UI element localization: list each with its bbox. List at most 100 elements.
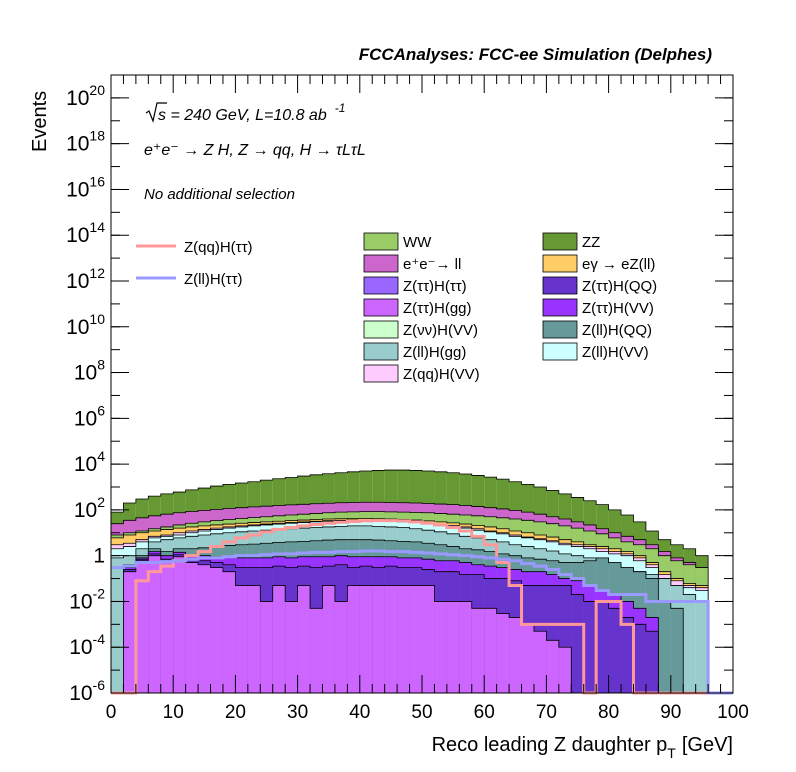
- stack-outline: [110, 518, 733, 694]
- fill-legend-swatch: [542, 232, 578, 251]
- x-tick-label: 10: [163, 702, 184, 723]
- fill-legend-label: Z(ll)H(QQ): [582, 322, 652, 339]
- selection-annotation: No additional selection: [144, 186, 295, 203]
- fill-legend-label: Z(ll)H(VV): [582, 344, 649, 361]
- stack-bin: [446, 601, 460, 693]
- x-tick-label: 0: [106, 702, 117, 723]
- fill-legend-label: Z(ττ)H(QQ): [582, 278, 657, 295]
- line-legend: Z(qq)H(ττ) Z(ll)H(ττ): [136, 239, 253, 288]
- fill-legend-label: Z(ττ)H(ττ): [403, 278, 467, 295]
- stack-bin: [347, 585, 360, 693]
- stack-bin: [596, 601, 609, 693]
- stack-z-h-gg-: [111, 555, 733, 694]
- stack-bin: [111, 557, 124, 693]
- stack-bin: [297, 585, 311, 693]
- x-axis-label-sub: T: [667, 745, 676, 761]
- stack-outline: [111, 553, 733, 694]
- y-tick-label: 104: [74, 448, 105, 476]
- stack-bin: [683, 594, 696, 693]
- stack-bin: [397, 585, 410, 693]
- stack-bin: [546, 640, 559, 693]
- stack-bin: [272, 585, 286, 693]
- x-axis-label-unit: [GeV]: [682, 734, 733, 756]
- stack-bin: [496, 613, 510, 693]
- stack-bin: [334, 601, 348, 693]
- fill-legend-swatch: [542, 298, 578, 317]
- stack-bin: [135, 560, 149, 693]
- x-tick-label: 40: [349, 702, 370, 723]
- stack-bin: [285, 601, 298, 693]
- axes: 0 10 20 30 40 50 60 70 80 90 10010-610-410-2110210…: [66, 74, 749, 723]
- stack-bin: [608, 608, 622, 693]
- fill-legend-label: e⁺e⁻→ ll: [403, 256, 461, 273]
- stack-bin: [521, 624, 534, 693]
- energy-annotation-text: s = 240 GeV, L=10.8 ab -1: [158, 101, 345, 124]
- stack-bin: [645, 631, 659, 693]
- stack-bin: [235, 585, 248, 693]
- line-legend-label: Z(qq)H(ττ): [184, 239, 253, 256]
- stack-bin: [558, 647, 572, 693]
- line-z-ll-h-: [111, 549, 733, 695]
- y-tick-label: 1016: [66, 173, 105, 201]
- stack-bin: [434, 601, 447, 693]
- x-tick-label: 80: [598, 702, 619, 723]
- stack-outline: [110, 501, 733, 694]
- stack-outline: [110, 469, 733, 694]
- fill-legend-label: eγ → eZ(ll): [582, 256, 655, 273]
- chart-title: FCCAnalyses: FCC-ee Simulation (Delphes): [359, 45, 713, 64]
- stack-bin: [148, 555, 161, 693]
- energy-annotation: s = 240 GeV, L=10.8 ab -1: [145, 101, 345, 124]
- x-axis-label: Reco leading Z daughter pT [GeV]: [432, 734, 733, 761]
- stack-bin: [247, 585, 261, 693]
- y-tick-label: 10-6: [69, 677, 105, 705]
- stack-bin: [123, 571, 136, 693]
- stack-bin: [210, 567, 223, 693]
- stack-bin: [310, 608, 323, 693]
- x-tick-label: 90: [660, 702, 681, 723]
- y-tick-label: 108: [74, 357, 105, 385]
- fill-legend-swatch: [542, 342, 578, 361]
- stack-bin: [459, 601, 472, 693]
- stack-bin: [372, 585, 385, 693]
- fill-legend-label: Z(qq)H(VV): [403, 366, 480, 383]
- fill-legend-label: Z(νν)H(VV): [403, 322, 478, 339]
- stack-bin: [185, 562, 199, 693]
- stack-bin: [160, 562, 174, 693]
- fill-legend-swatch: [363, 342, 399, 361]
- x-axis-label-main: Reco leading Z daughter p: [432, 734, 668, 756]
- stack-bin: [633, 624, 646, 693]
- y-tick-label: 10-4: [69, 631, 105, 659]
- stack-bin: [621, 617, 634, 693]
- stack-bin: [384, 585, 398, 693]
- stack-bin: [471, 608, 485, 693]
- stack-outline: [110, 511, 733, 694]
- stack-bin: [422, 585, 435, 693]
- fill-legend-swatch: [542, 276, 578, 295]
- stack-bin: [173, 556, 186, 693]
- fill-legend-swatch: [363, 254, 399, 273]
- stack-bin: [409, 585, 422, 693]
- stack-bin: [198, 564, 211, 693]
- x-tick-label: 20: [225, 702, 246, 723]
- x-tick-label: 30: [287, 702, 308, 723]
- stack-bin: [222, 571, 236, 693]
- y-tick-label: 10-2: [69, 585, 105, 613]
- fill-legend: WW ZZ e⁺e⁻→ ll eγ → eZ(ll) Z(ττ)H(ττ) Z(ττ)H(…: [363, 232, 657, 383]
- stack-bin: [260, 601, 273, 693]
- sqrt-symbol: [145, 102, 167, 124]
- fill-legend-swatch: [363, 320, 399, 339]
- y-tick-label: 106: [74, 402, 105, 430]
- fill-legend-swatch: [542, 320, 578, 339]
- process-annotation: e⁺e⁻ → Z H, Z → qq, H → τLτL: [144, 142, 366, 159]
- energy-annotation-sup: -1: [335, 101, 346, 115]
- y-axis-label: Events: [29, 91, 51, 152]
- stack-bin: [484, 608, 497, 693]
- fill-legend-swatch: [363, 276, 399, 295]
- fill-legend-swatch: [363, 232, 399, 251]
- stack-bin: [322, 585, 335, 693]
- y-tick-label: 1012: [66, 265, 105, 293]
- fill-legend-label: Z(ll)H(gg): [403, 344, 466, 361]
- y-tick-label: 1010: [66, 311, 105, 339]
- x-tick-label: 70: [536, 702, 557, 723]
